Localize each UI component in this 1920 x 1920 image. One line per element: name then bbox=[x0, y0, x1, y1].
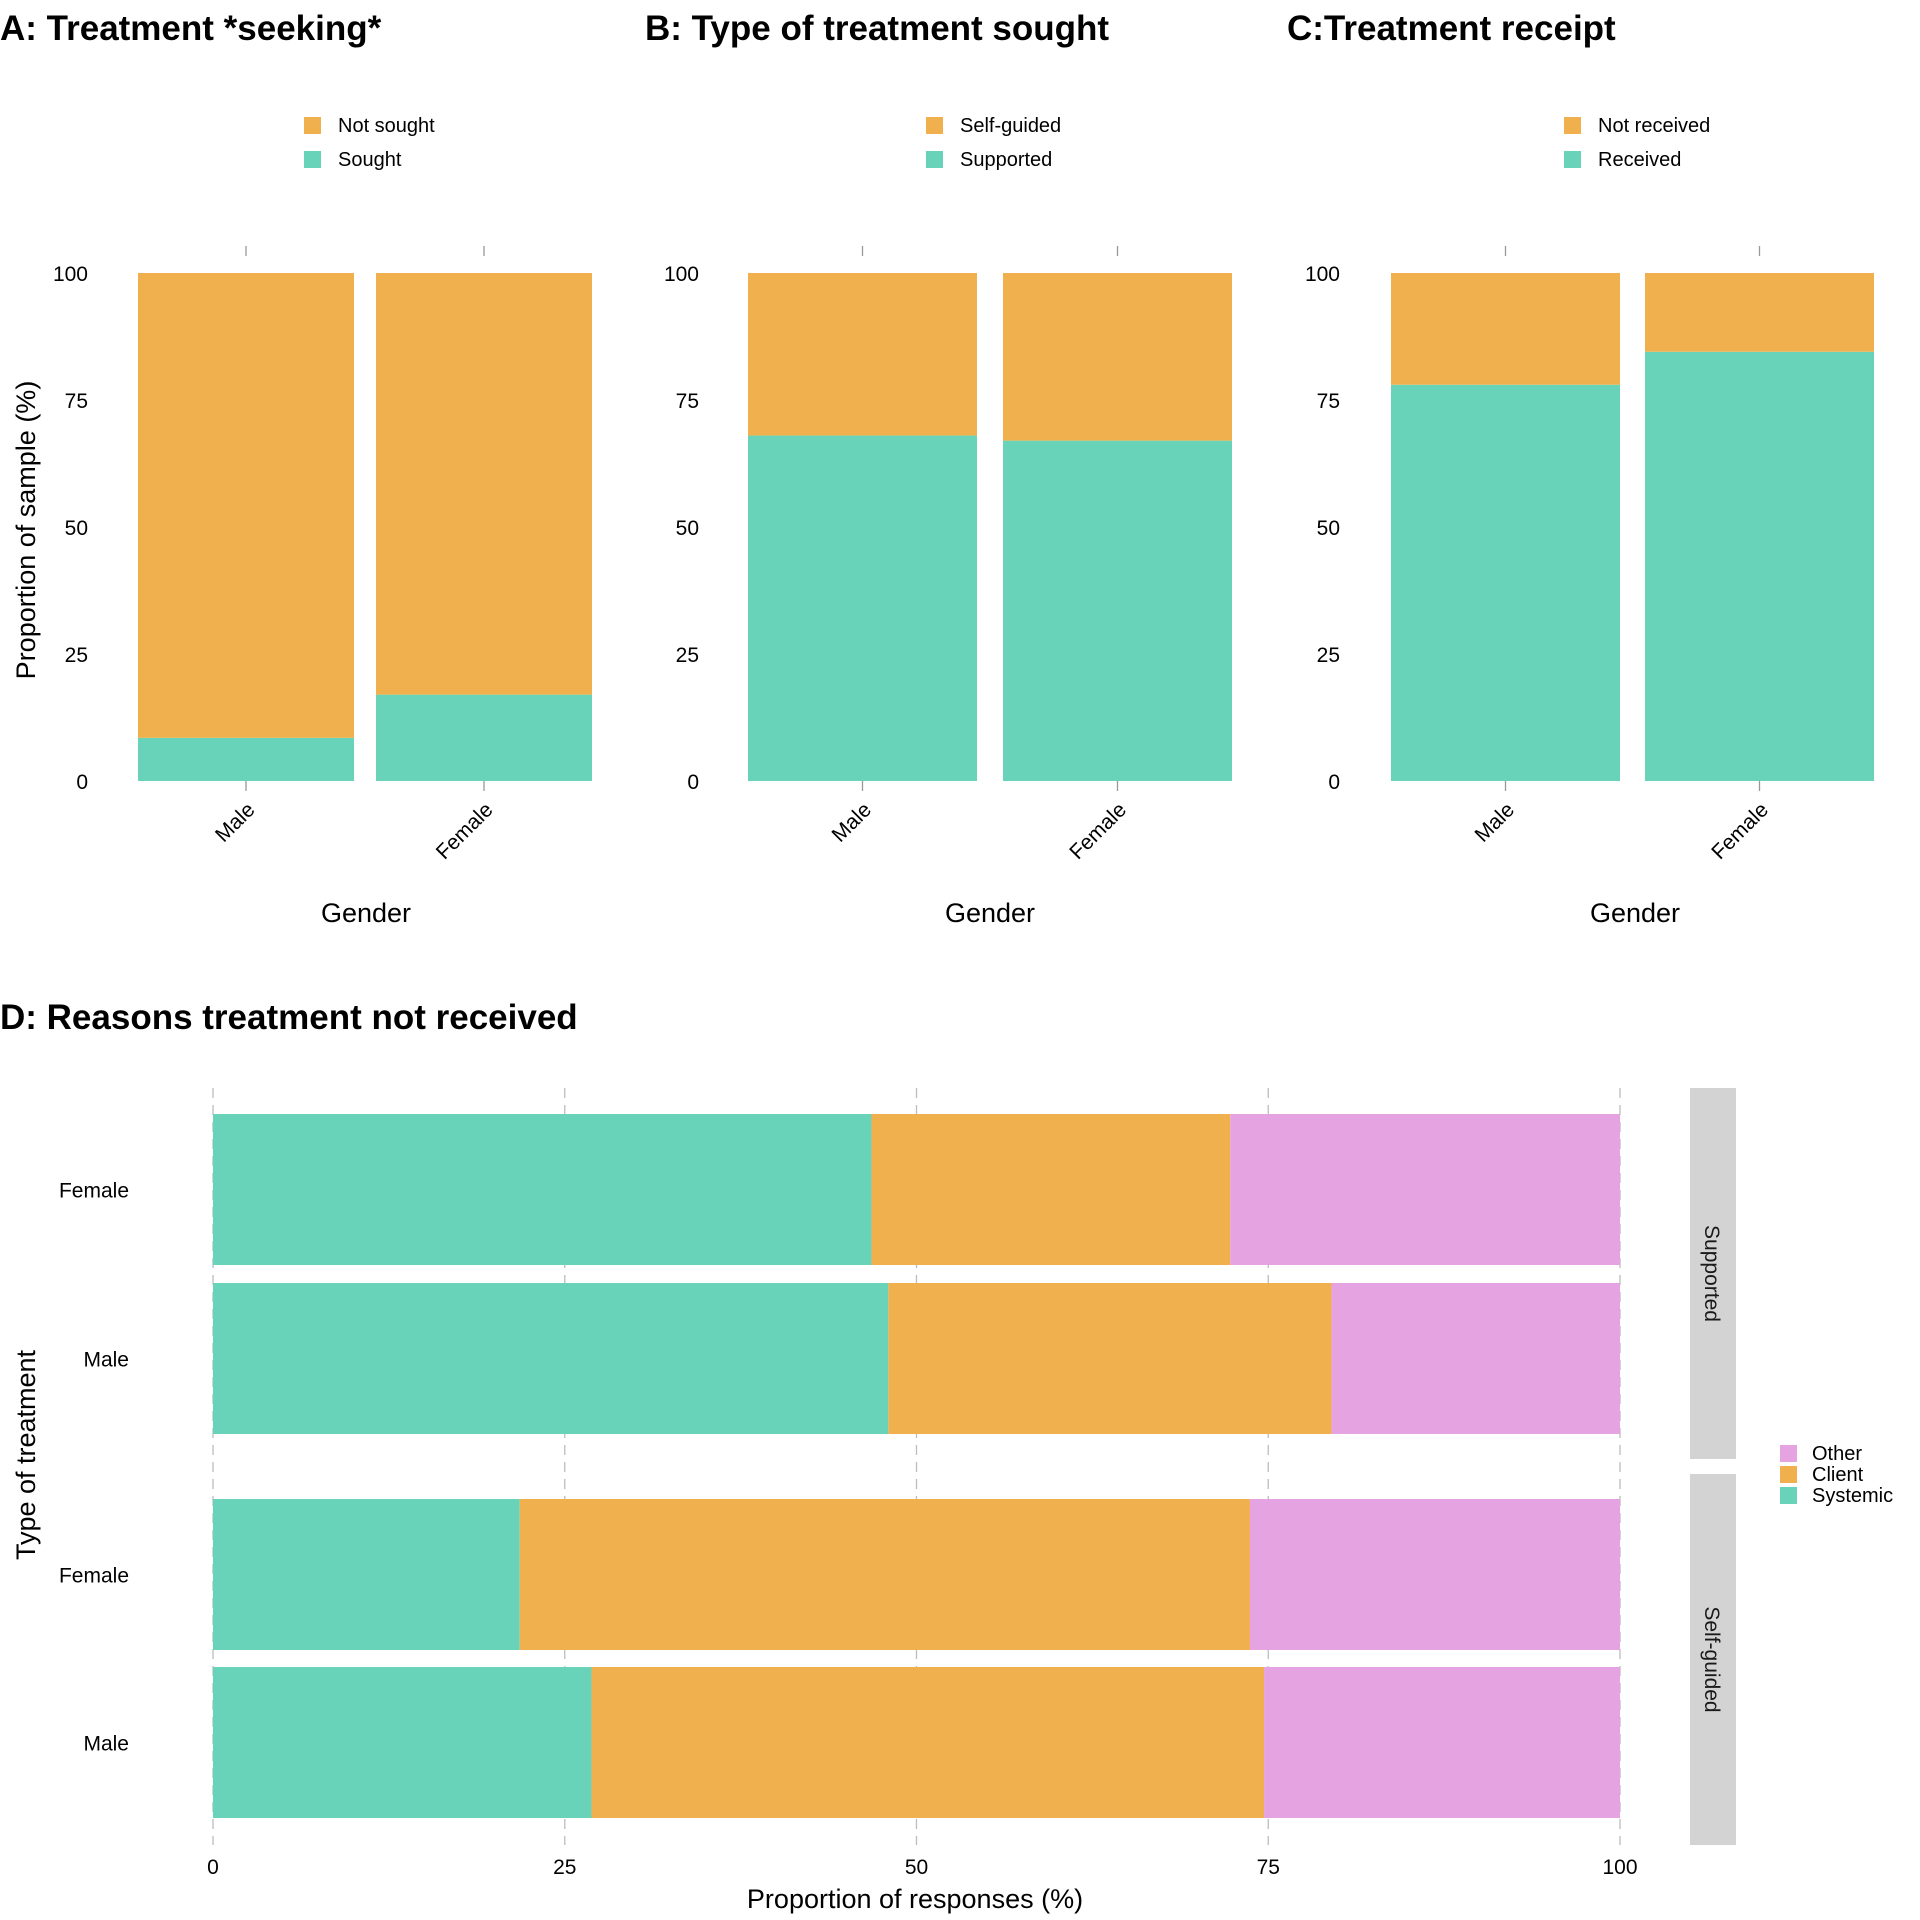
panel-b-legend-label: Supported bbox=[960, 149, 1052, 171]
panel-c-bar-female-received bbox=[1645, 351, 1874, 781]
panel-a-bar-male-not-sought bbox=[138, 273, 354, 738]
panel-d-bar-supported-male-systemic bbox=[213, 1283, 889, 1434]
panel-d-legend-swatch-client bbox=[1780, 1466, 1797, 1483]
panel-c-y-tick-label: 25 bbox=[1317, 644, 1340, 667]
panel-d-legend-label: Client bbox=[1812, 1464, 1864, 1486]
panel-d-bar-self-guided-male-other bbox=[1264, 1667, 1620, 1818]
panel-c-legend-label: Not received bbox=[1598, 115, 1710, 137]
panel-c-legend-swatch-received bbox=[1564, 151, 1581, 168]
panel-b: B: Type of treatment sought Gender Self-… bbox=[645, 9, 1232, 928]
panel-c-y-tick-label: 100 bbox=[1305, 263, 1340, 286]
panel-d-bar-supported-female-systemic bbox=[213, 1114, 872, 1265]
panel-b-x-tick-label: Male bbox=[828, 798, 876, 846]
panel-b-y-tick-label: 75 bbox=[676, 390, 699, 413]
panel-a-x-axis-label: Gender bbox=[321, 898, 411, 928]
panel-c-bar-male-received bbox=[1391, 384, 1620, 781]
panel-d-bar-self-guided-male-client bbox=[591, 1667, 1265, 1818]
panel-b-legend-label: Self-guided bbox=[960, 115, 1061, 137]
panel-d-y-axis-label: Type of treatment bbox=[11, 1349, 41, 1560]
panel-d-y-tick-label: Female bbox=[59, 1180, 129, 1203]
panel-b-x-axis-label: Gender bbox=[945, 898, 1035, 928]
panel-c-x-axis-label: Gender bbox=[1590, 898, 1680, 928]
panel-b-y-tick-label: 50 bbox=[676, 517, 699, 540]
panel-b-y-tick-label: 100 bbox=[664, 263, 699, 286]
panel-c-y-tick-label: 50 bbox=[1317, 517, 1340, 540]
panel-b-legend-swatch-self-guided bbox=[926, 117, 943, 134]
panel-d-title: D: Reasons treatment not received bbox=[0, 998, 578, 1037]
panel-d-legend-label: Systemic bbox=[1812, 1485, 1893, 1507]
panel-a-x-tick-label: Male bbox=[211, 798, 259, 846]
panel-a-legend-swatch-sought bbox=[304, 151, 321, 168]
panel-d-bar-self-guided-male-systemic bbox=[213, 1667, 592, 1818]
panel-d-bar-supported-female-other bbox=[1230, 1114, 1620, 1265]
panel-b-title: B: Type of treatment sought bbox=[645, 9, 1109, 48]
panel-a-y-tick-label: 25 bbox=[65, 644, 88, 667]
panel-d-facet-strip bbox=[1690, 1088, 1736, 1459]
panel-d-x-axis-label: Proportion of responses (%) bbox=[747, 1884, 1083, 1914]
panel-c-legend-label: Received bbox=[1598, 149, 1681, 171]
panel-c-y-tick-label: 0 bbox=[1328, 771, 1340, 794]
panel-d-bar-self-guided-female-other bbox=[1249, 1499, 1620, 1650]
panel-d: D: Reasons treatment not received Propor… bbox=[0, 998, 1893, 1914]
panel-a-y-tick-label: 0 bbox=[76, 771, 88, 794]
panel-d-legend-label: Other bbox=[1812, 1443, 1862, 1465]
panel-a-y-tick-label: 100 bbox=[53, 263, 88, 286]
panel-b-bar-female-supported bbox=[1003, 440, 1232, 781]
panel-c-bar-female-not-received bbox=[1645, 273, 1874, 352]
panel-c-legend-swatch-not-received bbox=[1564, 117, 1581, 134]
panel-b-bar-male-self-guided bbox=[748, 273, 977, 436]
panel-d-facet-label-self-guided: Self-guided bbox=[1700, 1606, 1723, 1712]
panel-d-bar-supported-female-client bbox=[871, 1114, 1231, 1265]
panel-a-legend-label: Sought bbox=[338, 149, 402, 171]
panel-b-y-tick-label: 0 bbox=[687, 771, 699, 794]
panel-d-bar-supported-male-other bbox=[1331, 1283, 1620, 1434]
panel-d-legend-swatch-systemic bbox=[1780, 1487, 1797, 1504]
panel-b-bar-female-self-guided bbox=[1003, 273, 1232, 441]
panel-a-bar-female-sought bbox=[376, 694, 592, 781]
panel-a-legend-swatch-not-sought bbox=[304, 117, 321, 134]
panel-a-legend-label: Not sought bbox=[338, 115, 435, 137]
panel-d-x-tick-label: 100 bbox=[1602, 1856, 1637, 1879]
panel-c-title: C:Treatment receipt bbox=[1287, 9, 1616, 48]
panel-a-bar-female-not-sought bbox=[376, 273, 592, 695]
panel-d-bar-self-guided-female-client bbox=[519, 1499, 1250, 1650]
panel-d-facet-label-supported: Supported bbox=[1700, 1225, 1723, 1322]
panel-d-bar-supported-male-client bbox=[888, 1283, 1332, 1434]
panel-d-y-tick-label: Female bbox=[59, 1565, 129, 1588]
panel-b-legend-swatch-supported bbox=[926, 151, 943, 168]
panel-d-legend-swatch-other bbox=[1780, 1445, 1797, 1462]
panel-d-y-tick-label: Male bbox=[83, 1733, 129, 1756]
panel-d-bar-self-guided-female-systemic bbox=[213, 1499, 520, 1650]
panel-d-y-tick-label: Male bbox=[83, 1349, 129, 1372]
panel-a-y-tick-label: 50 bbox=[65, 517, 88, 540]
panel-c-bar-male-not-received bbox=[1391, 273, 1620, 385]
panel-a-y-axis-label: Proportion of sample (%) bbox=[11, 381, 41, 680]
panel-d-x-tick-label: 0 bbox=[207, 1856, 219, 1879]
panel-a-y-tick-label: 75 bbox=[65, 390, 88, 413]
panel-c: C:Treatment receipt Gender Not received R… bbox=[1287, 9, 1874, 928]
panel-d-x-tick-label: 50 bbox=[905, 1856, 928, 1879]
panel-c-x-tick-label: Female bbox=[1707, 798, 1773, 864]
panel-a-title: A: Treatment *seeking* bbox=[0, 9, 382, 48]
panel-b-x-tick-label: Female bbox=[1065, 798, 1131, 864]
panel-d-x-tick-label: 75 bbox=[1257, 1856, 1280, 1879]
panel-a-x-tick-label: Female bbox=[432, 798, 498, 864]
panel-a-bar-male-sought bbox=[138, 737, 354, 781]
panel-a: A: Treatment *seeking* Gender Proportion… bbox=[0, 9, 592, 928]
panel-c-x-tick-label: Male bbox=[1471, 798, 1519, 846]
panel-b-y-tick-label: 25 bbox=[676, 644, 699, 667]
panel-b-bar-male-supported bbox=[748, 435, 977, 781]
panel-d-facet-strip bbox=[1690, 1474, 1736, 1845]
panel-d-x-tick-label: 25 bbox=[553, 1856, 576, 1879]
panel-c-y-tick-label: 75 bbox=[1317, 390, 1340, 413]
